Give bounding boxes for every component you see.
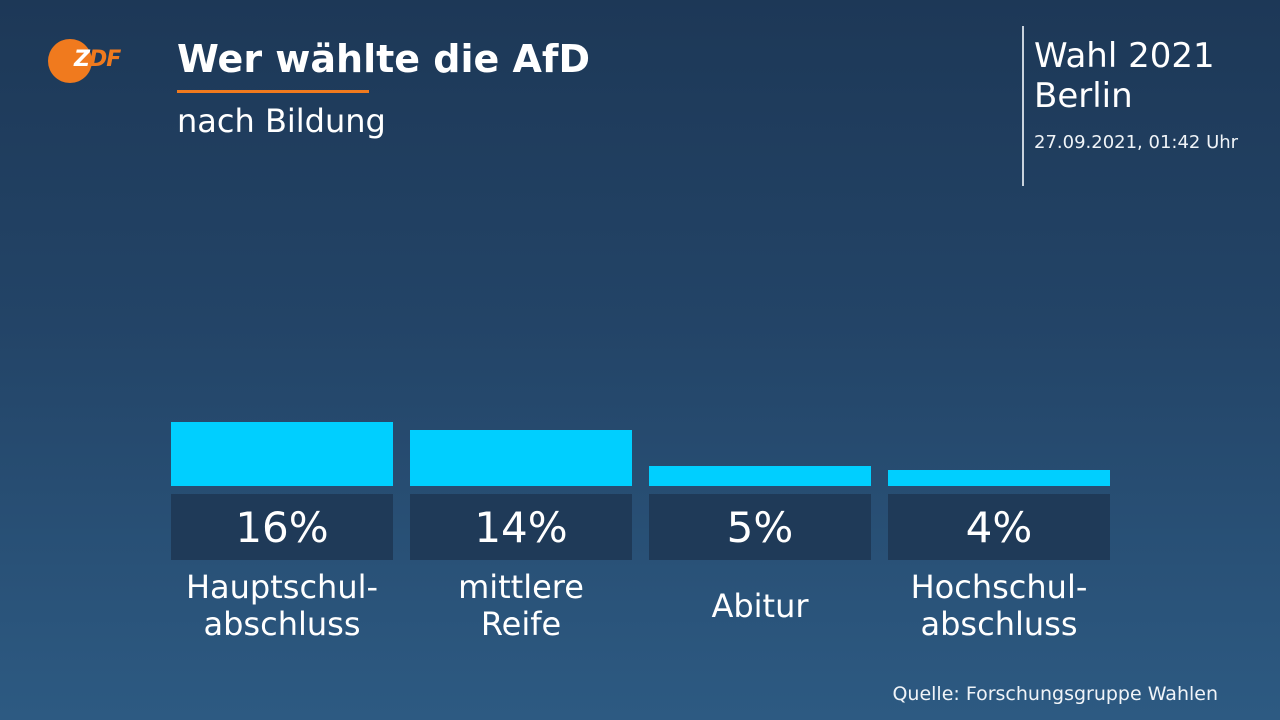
election-name: Wahl 2021 [1034, 36, 1215, 76]
header-divider [1022, 26, 1024, 186]
source-note: Quelle: Forschungsgruppe Wahlen [892, 683, 1218, 705]
bar-1 [410, 430, 632, 486]
category-label-3: Hochschul- abschluss [910, 568, 1088, 643]
timestamp: 27.09.2021, 01:42 Uhr [1034, 132, 1239, 153]
category-label-0: Hauptschul- abschluss [185, 568, 379, 643]
bar-0 [171, 422, 393, 486]
value-box-3 [888, 494, 1110, 560]
zdf-logo-text: ZDF [74, 47, 121, 72]
value-label-3: 4% [966, 503, 1033, 552]
chart-title: Wer wählte die AfD [177, 37, 591, 81]
value-box-1 [410, 494, 632, 560]
value-label-0: 16% [235, 503, 328, 552]
value-box-0 [171, 494, 393, 560]
title-underline [177, 90, 369, 93]
election-region: Berlin [1034, 76, 1133, 116]
bar-3 [888, 470, 1110, 486]
category-label-1: mittlere Reife [458, 568, 584, 643]
zdf-logo [48, 39, 92, 83]
category-label-2: Abitur [711, 586, 809, 625]
chart-subtitle: nach Bildung [177, 102, 386, 140]
value-label-1: 14% [474, 503, 567, 552]
value-label-2: 5% [727, 503, 794, 552]
value-box-2 [649, 494, 871, 560]
bar-2 [649, 466, 871, 486]
